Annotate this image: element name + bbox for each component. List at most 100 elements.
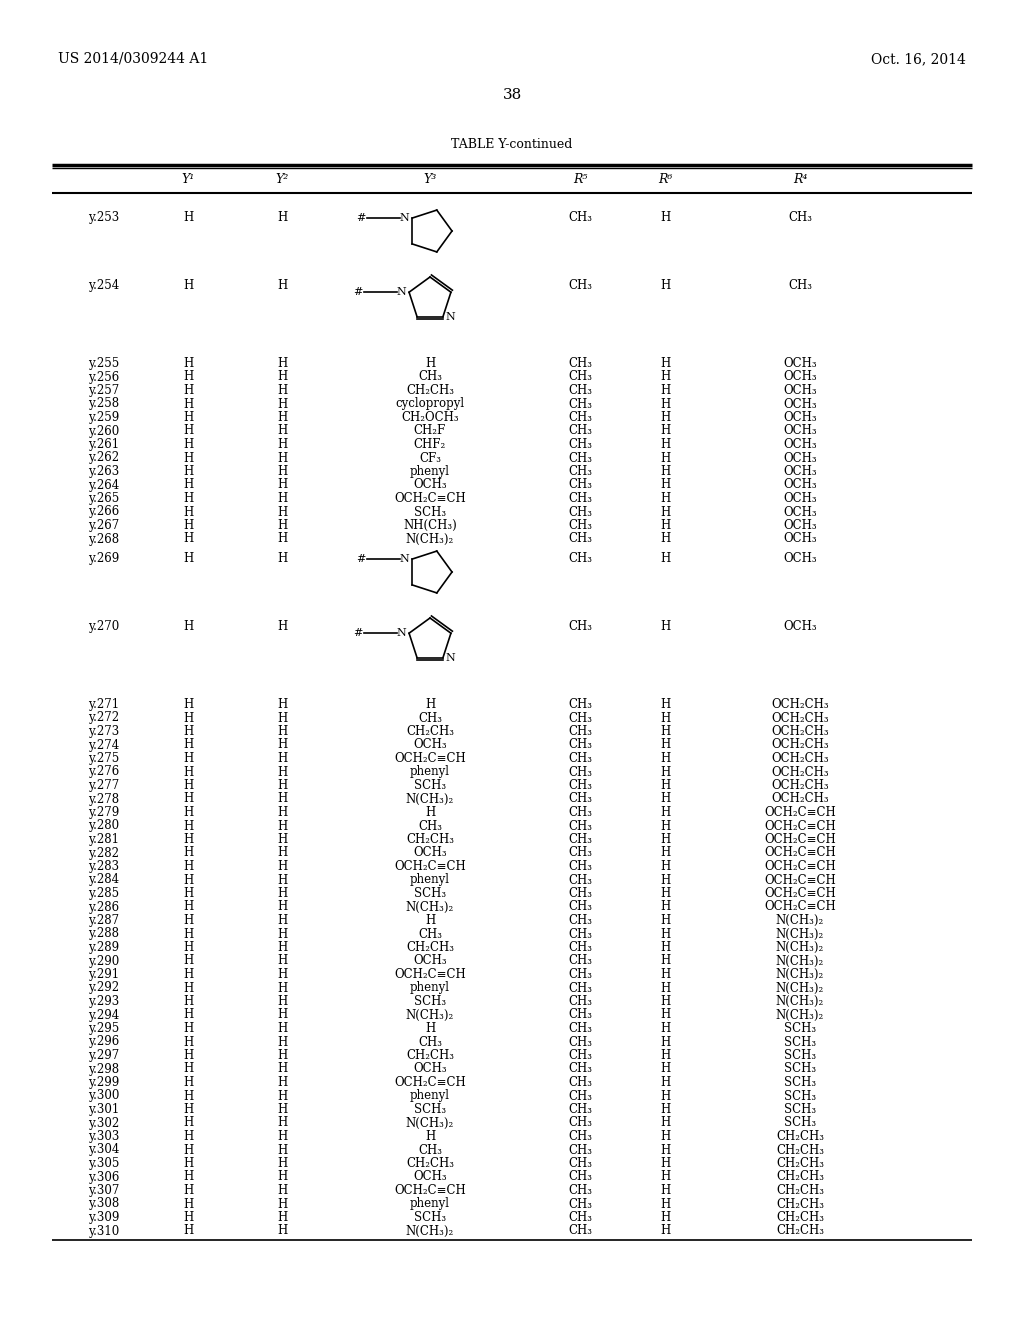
Text: CH₃: CH₃ xyxy=(568,279,592,292)
Text: N(CH₃)₂: N(CH₃)₂ xyxy=(406,532,454,545)
Text: CH₃: CH₃ xyxy=(568,211,592,224)
Text: N: N xyxy=(396,628,407,638)
Text: H: H xyxy=(659,900,670,913)
Text: CH₃: CH₃ xyxy=(568,532,592,545)
Text: CH₃: CH₃ xyxy=(568,861,592,873)
Text: phenyl: phenyl xyxy=(410,1089,450,1102)
Text: OCH₃: OCH₃ xyxy=(783,397,817,411)
Text: N: N xyxy=(399,554,410,564)
Text: H: H xyxy=(183,519,194,532)
Text: H: H xyxy=(276,1089,287,1102)
Text: H: H xyxy=(659,954,670,968)
Text: CH₂CH₃: CH₂CH₃ xyxy=(776,1143,824,1156)
Text: H: H xyxy=(183,833,194,846)
Text: CH₃: CH₃ xyxy=(568,1225,592,1238)
Text: y.260: y.260 xyxy=(88,425,119,437)
Text: y.276: y.276 xyxy=(88,766,119,779)
Text: y.299: y.299 xyxy=(88,1076,119,1089)
Text: H: H xyxy=(276,913,287,927)
Text: H: H xyxy=(659,465,670,478)
Text: CH₃: CH₃ xyxy=(568,752,592,766)
Text: CH₃: CH₃ xyxy=(418,371,442,384)
Text: y.289: y.289 xyxy=(88,941,119,954)
Text: phenyl: phenyl xyxy=(410,874,450,887)
Text: OCH₃: OCH₃ xyxy=(783,620,817,634)
Text: H: H xyxy=(659,995,670,1008)
Text: H: H xyxy=(276,438,287,451)
Text: CH₂CH₃: CH₂CH₃ xyxy=(776,1184,824,1197)
Text: OCH₃: OCH₃ xyxy=(783,506,817,519)
Text: H: H xyxy=(183,968,194,981)
Text: H: H xyxy=(276,928,287,940)
Text: y.270: y.270 xyxy=(88,620,119,634)
Text: H: H xyxy=(276,384,287,397)
Text: H: H xyxy=(425,807,435,818)
Text: H: H xyxy=(276,846,287,859)
Text: CH₃: CH₃ xyxy=(568,1104,592,1115)
Text: H: H xyxy=(276,506,287,519)
Text: H: H xyxy=(183,820,194,833)
Text: CH₃: CH₃ xyxy=(568,968,592,981)
Text: CH₃: CH₃ xyxy=(568,1158,592,1170)
Text: H: H xyxy=(425,913,435,927)
Text: OCH₂CH₃: OCH₂CH₃ xyxy=(771,738,828,751)
Text: CH₃: CH₃ xyxy=(568,820,592,833)
Text: Y³: Y³ xyxy=(423,173,436,186)
Text: H: H xyxy=(276,1008,287,1022)
Text: phenyl: phenyl xyxy=(410,1197,450,1210)
Text: CH₃: CH₃ xyxy=(568,411,592,424)
Text: CH₃: CH₃ xyxy=(568,1035,592,1048)
Text: SCH₃: SCH₃ xyxy=(414,995,446,1008)
Text: H: H xyxy=(659,479,670,491)
Text: CH₂CH₃: CH₂CH₃ xyxy=(406,384,454,397)
Text: OCH₂C≡CH: OCH₂C≡CH xyxy=(764,807,836,818)
Text: H: H xyxy=(183,479,194,491)
Text: OCH₂C≡CH: OCH₂C≡CH xyxy=(764,820,836,833)
Text: CH₃: CH₃ xyxy=(568,1184,592,1197)
Text: y.295: y.295 xyxy=(88,1022,119,1035)
Text: CH₃: CH₃ xyxy=(568,438,592,451)
Text: OCH₂CH₃: OCH₂CH₃ xyxy=(771,752,828,766)
Text: SCH₃: SCH₃ xyxy=(784,1035,816,1048)
Text: H: H xyxy=(659,913,670,927)
Text: H: H xyxy=(183,1063,194,1076)
Text: H: H xyxy=(183,1076,194,1089)
Text: H: H xyxy=(183,425,194,437)
Text: H: H xyxy=(276,941,287,954)
Text: H: H xyxy=(276,752,287,766)
Text: CH₃: CH₃ xyxy=(568,1049,592,1063)
Text: phenyl: phenyl xyxy=(410,766,450,779)
Text: H: H xyxy=(659,982,670,994)
Text: CH₃: CH₃ xyxy=(568,1130,592,1143)
Text: H: H xyxy=(183,384,194,397)
Text: CH₃: CH₃ xyxy=(568,552,592,565)
Text: H: H xyxy=(276,211,287,224)
Text: N(CH₃)₂: N(CH₃)₂ xyxy=(776,982,824,994)
Text: H: H xyxy=(183,1104,194,1115)
Text: H: H xyxy=(659,1089,670,1102)
Text: OCH₃: OCH₃ xyxy=(783,384,817,397)
Text: H: H xyxy=(659,451,670,465)
Text: y.294: y.294 xyxy=(88,1008,119,1022)
Text: H: H xyxy=(659,820,670,833)
Text: SCH₃: SCH₃ xyxy=(784,1089,816,1102)
Text: OCH₂C≡CH: OCH₂C≡CH xyxy=(394,861,466,873)
Text: H: H xyxy=(659,779,670,792)
Text: H: H xyxy=(183,451,194,465)
Text: OCH₃: OCH₃ xyxy=(783,479,817,491)
Text: OCH₃: OCH₃ xyxy=(783,356,817,370)
Text: CH₃: CH₃ xyxy=(568,425,592,437)
Text: y.258: y.258 xyxy=(88,397,119,411)
Text: y.281: y.281 xyxy=(88,833,119,846)
Text: H: H xyxy=(659,887,670,900)
Text: H: H xyxy=(276,954,287,968)
Text: Y¹: Y¹ xyxy=(181,173,195,186)
Text: H: H xyxy=(276,711,287,725)
Text: H: H xyxy=(659,792,670,805)
Text: phenyl: phenyl xyxy=(410,982,450,994)
Text: OCH₃: OCH₃ xyxy=(414,479,446,491)
Text: y.263: y.263 xyxy=(88,465,119,478)
Text: N(CH₃)₂: N(CH₃)₂ xyxy=(776,995,824,1008)
Text: y.310: y.310 xyxy=(88,1225,119,1238)
Text: H: H xyxy=(183,738,194,751)
